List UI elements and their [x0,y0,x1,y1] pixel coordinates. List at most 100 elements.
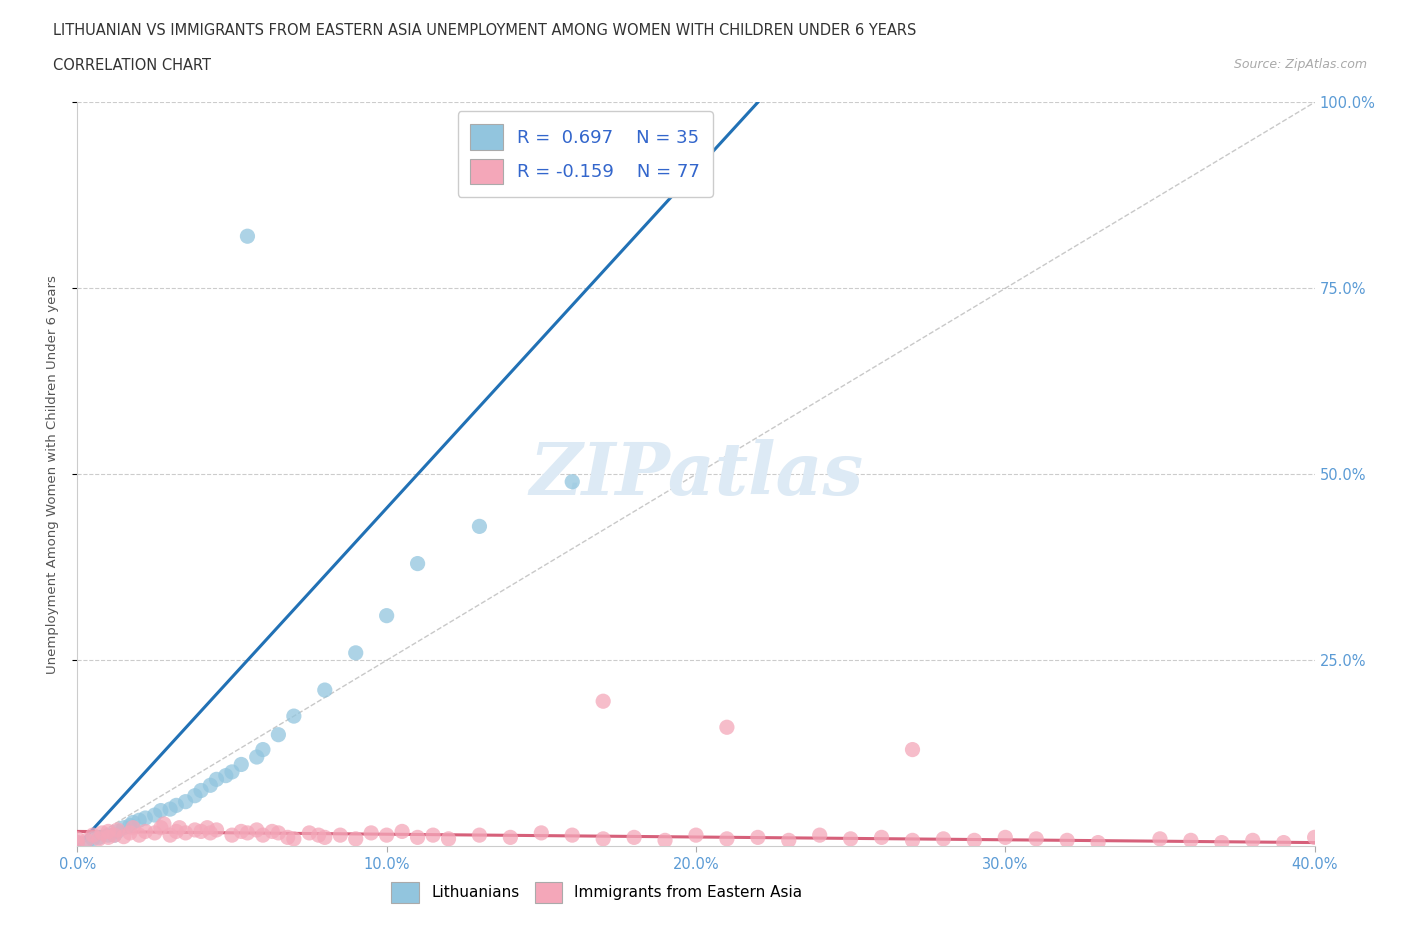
Point [97,828,120,843]
Point [103,828,125,843]
Point [66,835,89,850]
Point [1180,833,1202,848]
Point [329,828,352,843]
Point [530,826,553,841]
Point [1303,830,1326,844]
Point [747,830,769,844]
Point [360,826,382,841]
Point [901,833,924,848]
Point [1272,835,1295,850]
Point [165,798,187,813]
Point [283,831,305,846]
Point [994,830,1017,844]
Point [1149,831,1171,846]
Point [406,830,429,844]
Point [112,830,135,844]
Point [375,608,398,623]
Point [901,742,924,757]
Point [221,828,243,843]
Point [103,828,125,843]
Point [195,820,218,835]
Point [252,742,274,757]
Point [623,830,645,844]
Point [298,826,321,841]
Point [205,822,228,837]
Point [112,820,135,835]
Point [205,772,228,787]
Point [184,789,207,804]
Point [277,830,299,844]
Point [87,831,110,846]
Point [122,815,145,830]
Point [149,820,172,835]
Text: ZIPatlas: ZIPatlas [529,439,863,510]
Point [406,556,429,571]
Point [932,831,955,846]
Point [314,683,336,698]
Point [97,824,120,839]
Point [1025,831,1047,846]
Point [221,764,243,779]
Point [283,709,305,724]
Point [169,820,191,835]
Y-axis label: Unemployment Among Women with Children Under 6 years: Unemployment Among Women with Children U… [46,275,59,673]
Point [128,828,150,843]
Point [437,831,460,846]
Point [66,831,89,846]
Point [143,826,166,841]
Text: Source: ZipAtlas.com: Source: ZipAtlas.com [1233,58,1367,71]
Point [231,757,253,772]
Point [778,833,800,848]
Point [190,824,212,839]
Point [716,720,738,735]
Point [91,826,114,841]
Point [165,824,187,839]
Point [153,817,176,831]
Point [76,833,98,848]
Point [174,826,197,841]
Point [128,813,150,828]
Point [149,804,172,818]
Point [808,828,831,843]
Point [267,727,290,742]
Point [561,474,583,489]
Point [159,802,181,817]
Point [200,826,222,841]
Point [97,830,120,844]
Point [344,645,367,660]
Point [236,826,259,841]
Point [143,807,166,822]
Point [1241,833,1264,848]
Point [87,830,110,844]
Point [654,833,676,848]
Point [246,822,269,837]
Point [592,694,614,709]
Point [1087,835,1109,850]
Point [716,831,738,846]
Text: CORRELATION CHART: CORRELATION CHART [53,58,211,73]
Point [190,783,212,798]
Point [231,824,253,839]
Point [592,831,614,846]
Point [262,824,284,839]
Point [246,750,269,764]
Point [200,777,222,792]
Point [308,828,330,843]
Point [963,833,986,848]
Point [107,824,129,839]
Point [252,828,274,843]
Point [314,830,336,844]
Point [215,768,238,783]
Point [107,822,129,837]
Point [159,828,181,843]
Point [82,831,104,846]
Text: LITHUANIAN VS IMMIGRANTS FROM EASTERN ASIA UNEMPLOYMENT AMONG WOMEN WITH CHILDRE: LITHUANIAN VS IMMIGRANTS FROM EASTERN AS… [53,23,917,38]
Legend: Lithuanians, Immigrants from Eastern Asia: Lithuanians, Immigrants from Eastern Asi… [385,875,808,910]
Point [236,229,259,244]
Point [1056,833,1078,848]
Point [1211,835,1233,850]
Point [685,828,707,843]
Point [82,828,104,843]
Point [174,794,197,809]
Point [561,828,583,843]
